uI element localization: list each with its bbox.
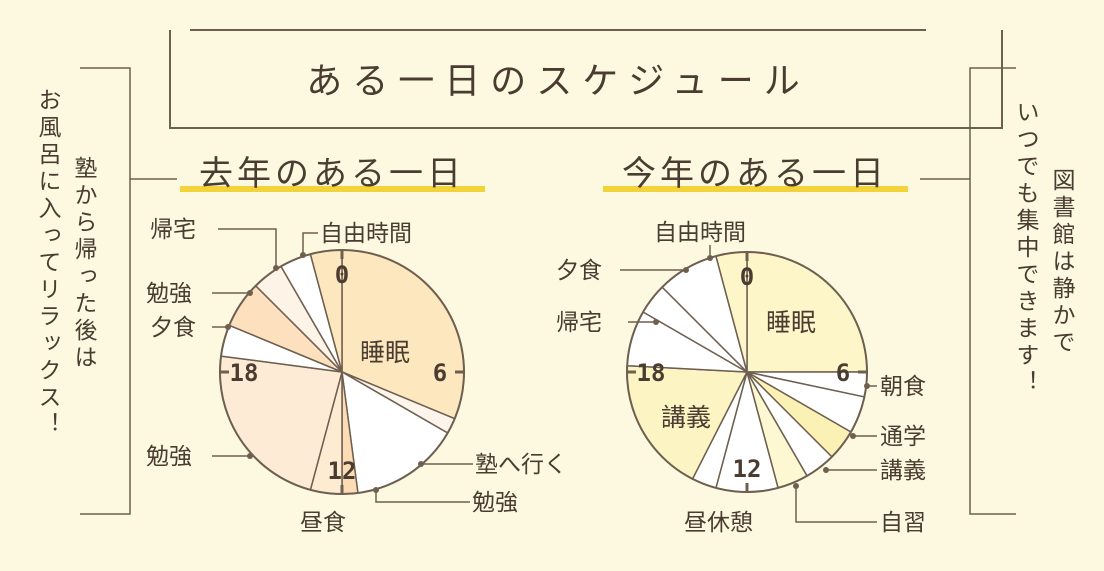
clock-label: 0 <box>740 263 754 291</box>
right-title-underline <box>603 186 908 192</box>
label-free-right: 自由時間 <box>654 220 746 246</box>
label-study1-left: 勉強 <box>472 490 518 516</box>
clock-label: 12 <box>733 455 762 483</box>
clock-label: 6 <box>836 359 850 387</box>
label-breakfast-right: 朝食 <box>880 374 926 400</box>
label-home-right: 帰宅 <box>556 310 602 336</box>
left-note-bracket <box>80 67 131 515</box>
clock-label: 18 <box>230 359 259 387</box>
right-chart-title: 今年のある一日 <box>622 154 888 194</box>
label-free-left: 自由時間 <box>320 221 412 247</box>
clock-label: 18 <box>637 359 666 387</box>
pie-chart-last-year: 0 6 12 18 <box>219 249 465 495</box>
left-title-underline <box>180 186 485 192</box>
title-frame <box>169 29 1003 129</box>
label-lecture1-right: 講義 <box>880 458 926 484</box>
label-study2-left: 勉強 <box>146 444 192 470</box>
right-note-line2: いつでも集中できます！ <box>1012 100 1038 397</box>
left-note-line1: 塾から帰った後は <box>70 156 96 372</box>
label-sleep-right: 睡眠 <box>766 308 816 337</box>
right-note-line1: 図書館は静かで <box>1048 168 1074 357</box>
label-home-left: 帰宅 <box>150 217 196 243</box>
clock-label: 6 <box>433 359 447 387</box>
label-sleep-left: 睡眠 <box>360 338 410 367</box>
left-note-line2: お風呂に入ってリラックス！ <box>34 88 60 439</box>
label-lecture-big-right: 講義 <box>661 403 711 432</box>
label-commute-right: 通学 <box>880 424 926 450</box>
leader-free-left <box>302 232 318 255</box>
right-note-bracket <box>969 67 1016 515</box>
label-juku-left: 塾へ行く <box>475 452 567 478</box>
clock-label: 12 <box>328 457 357 485</box>
leader-study1-left <box>375 490 470 503</box>
leader-self-study-right <box>795 486 877 523</box>
right-leader-lines <box>620 245 877 523</box>
label-dinner-right: 夕食 <box>556 258 602 284</box>
left-leader-dots <box>225 252 424 493</box>
right-leader-dots <box>653 255 870 489</box>
label-lunch-break-right: 昼休憩 <box>684 510 753 536</box>
label-study3-left: 勉強 <box>146 281 192 307</box>
leader-home-left <box>218 228 277 268</box>
left-chart-title: 去年のある一日 <box>199 154 465 194</box>
page-title: ある一日のスケジュール <box>306 61 809 102</box>
label-self-study-right: 自習 <box>880 510 926 536</box>
label-lunch-left: 昼食 <box>300 510 346 536</box>
pie-chart-this-year: 0 6 12 18 <box>626 251 868 493</box>
label-dinner-left: 夕食 <box>150 315 196 341</box>
clock-label: 0 <box>335 261 349 289</box>
